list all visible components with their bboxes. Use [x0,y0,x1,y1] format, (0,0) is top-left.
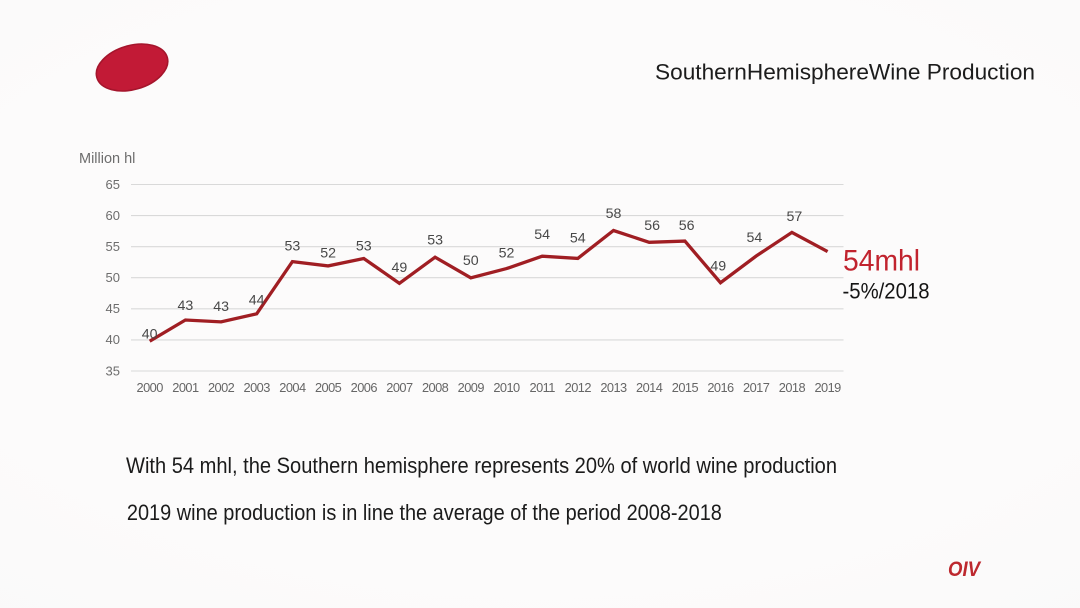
svg-text:-5%/2018: -5%/2018 [843,278,930,303]
svg-text:2014: 2014 [636,380,663,395]
svg-text:50: 50 [106,270,120,285]
svg-text:53: 53 [285,238,301,254]
svg-text:54: 54 [534,227,550,243]
svg-text:40: 40 [106,332,120,347]
svg-text:2001: 2001 [172,380,199,395]
svg-text:40: 40 [142,327,158,343]
svg-text:65: 65 [106,177,120,192]
svg-text:2000: 2000 [137,380,164,395]
svg-text:45: 45 [106,301,120,316]
svg-text:58: 58 [606,206,622,222]
svg-text:53: 53 [427,232,443,248]
svg-text:49: 49 [710,258,726,274]
svg-text:2010: 2010 [493,380,520,395]
svg-text:52: 52 [499,245,515,261]
svg-text:57: 57 [787,209,803,225]
svg-text:2005: 2005 [315,380,342,395]
svg-text:2019: 2019 [814,380,841,395]
svg-text:SouthernHemisphereWine Product: SouthernHemisphereWine Production [655,60,1035,85]
svg-text:43: 43 [178,298,194,314]
svg-text:2008: 2008 [422,380,449,395]
svg-text:55: 55 [106,239,120,254]
svg-text:52: 52 [320,246,336,262]
svg-text:35: 35 [106,364,120,379]
svg-text:2016: 2016 [707,380,734,395]
svg-text:2019 wine production is in lin: 2019 wine production is in line the aver… [127,500,722,525]
svg-text:43: 43 [213,299,229,315]
svg-text:2009: 2009 [458,380,485,395]
svg-text:With 54 mhl, the Southern hemi: With 54 mhl, the Southern hemisphere rep… [126,453,837,478]
svg-text:2015: 2015 [672,380,699,395]
svg-text:2012: 2012 [565,380,592,395]
svg-text:56: 56 [644,218,660,234]
svg-text:54: 54 [570,231,586,247]
svg-text:2017: 2017 [743,380,770,395]
svg-text:54mhl: 54mhl [843,244,920,277]
svg-text:2011: 2011 [530,380,556,395]
svg-text:2013: 2013 [600,380,627,395]
svg-text:44: 44 [249,293,265,309]
svg-text:2018: 2018 [779,380,806,395]
svg-text:50: 50 [463,253,479,269]
svg-text:2003: 2003 [244,380,271,395]
svg-text:2006: 2006 [351,380,378,395]
svg-text:2002: 2002 [208,380,235,395]
svg-text:OIV: OIV [948,557,981,581]
svg-text:60: 60 [106,208,120,223]
svg-text:Million hl: Million hl [79,151,135,167]
svg-text:56: 56 [679,218,695,234]
svg-text:53: 53 [356,238,372,254]
svg-text:2004: 2004 [279,380,306,395]
svg-text:54: 54 [747,230,763,246]
svg-text:49: 49 [392,260,408,276]
svg-text:2007: 2007 [386,380,413,395]
